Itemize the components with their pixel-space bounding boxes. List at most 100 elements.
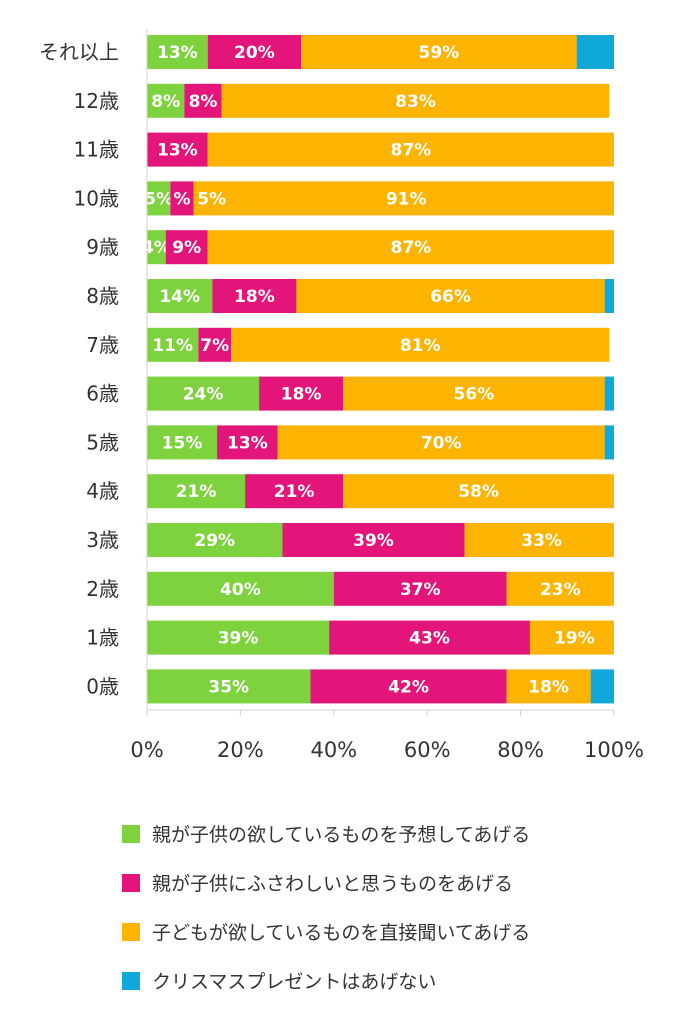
data-label: 5% [197, 189, 226, 209]
data-label: 13% [157, 43, 198, 63]
legend-swatch [122, 874, 140, 892]
data-label: 43% [409, 629, 450, 649]
category-axis: それ以上 12歳 11歳 10歳 9歳 8歳 7歳 6歳 5歳 4歳 3歳 2歳 1歳 0歳 [39, 40, 119, 698]
bar-segment [147, 571, 334, 606]
data-label: 21% [176, 482, 217, 502]
data-label: 11% [152, 336, 193, 356]
data-label: 23% [540, 580, 581, 600]
data-label: 37% [400, 580, 441, 600]
data-label: 21% [274, 482, 315, 502]
bar-segment [147, 35, 208, 69]
bar-segment [147, 523, 283, 557]
x-tick-label: 40% [310, 738, 357, 762]
category-label: 8歳 [86, 284, 119, 308]
bar-segment [147, 83, 185, 118]
category-label: 9歳 [86, 235, 119, 259]
data-label: 35% [208, 677, 249, 697]
legend-label: 親が子供の欲しているものを予想してあげる [152, 824, 530, 846]
bar-segment [147, 181, 171, 216]
bar-segment [147, 132, 208, 167]
data-label: 81% [400, 336, 441, 356]
data-label: 58% [458, 482, 499, 502]
data-label: 18% [281, 385, 322, 405]
bar-segment [147, 425, 218, 460]
category-label: 4歳 [86, 479, 119, 503]
bar-segment [207, 230, 614, 265]
data-label: 14% [159, 287, 200, 307]
bar-segment [343, 474, 614, 509]
data-label: 13% [157, 141, 198, 161]
category-label: 2歳 [86, 577, 119, 601]
bar-segment [147, 376, 260, 411]
data-label: 7% [200, 336, 229, 356]
category-label: 10歳 [74, 186, 119, 210]
bar-segment [329, 620, 530, 655]
bar-segment [296, 279, 605, 313]
bar-segment [245, 474, 344, 509]
category-label: 0歳 [86, 674, 119, 698]
bar-segment [198, 327, 232, 362]
data-label: 56% [454, 385, 495, 405]
x-axis: 0% 20% 40% 60% 80% 100% [130, 29, 644, 762]
data-label: 33% [521, 531, 562, 551]
data-label: 83% [395, 92, 436, 112]
bar-segment [170, 181, 194, 216]
data-label: 66% [430, 287, 471, 307]
data-label: 8% [189, 92, 218, 112]
category-label: 5歳 [86, 430, 119, 454]
data-label: 19% [554, 629, 595, 649]
legend: 親が子供の欲しているものを予想してあげる親が子供にふさわしいと思うものをあげる子… [122, 824, 530, 993]
bars-layer: 13% 20% 59% 8% 8% 83% 13% 87% 5%% 91% 5% 4% 9% 87% 14%… [142, 35, 614, 704]
category-label: 6歳 [86, 382, 119, 406]
bar-segment [193, 181, 614, 216]
category-label: 11歳 [74, 138, 119, 162]
bar-segment [207, 35, 302, 69]
bar-segment [590, 669, 614, 704]
x-tick-label: 80% [497, 738, 544, 762]
bar-segment [259, 376, 344, 411]
bar-segment [147, 327, 199, 362]
legend-label: クリスマスプレゼントはあげない [152, 971, 436, 993]
bar-segment [301, 35, 577, 69]
legend-swatch [122, 825, 140, 843]
data-label: 5% [144, 189, 173, 209]
bar-segment [506, 669, 591, 704]
data-label: 39% [218, 629, 259, 649]
bar-segment [333, 571, 507, 606]
data-label: 9% [172, 238, 201, 258]
data-label: 4% [142, 238, 171, 258]
bar-segment [464, 523, 614, 557]
bar-segment [147, 230, 166, 265]
bar-segment [231, 327, 610, 362]
x-tick-label: 0% [130, 738, 163, 762]
data-label: 59% [419, 43, 460, 63]
bar-segment [147, 620, 330, 655]
data-label: 87% [391, 141, 432, 161]
category-label: 3歳 [86, 528, 119, 552]
category-label: それ以上 [39, 40, 119, 64]
legend-swatch [122, 923, 140, 941]
bar-segment [217, 425, 278, 460]
data-label: 13% [227, 433, 268, 453]
bar-segment [147, 279, 213, 313]
bar-segment [576, 35, 614, 69]
bar-segment [282, 523, 465, 557]
x-tick-label: 60% [404, 738, 451, 762]
x-tick-label: 100% [584, 738, 644, 762]
data-label: 87% [391, 238, 432, 258]
data-label: 29% [194, 531, 235, 551]
data-label: 18% [528, 677, 569, 697]
x-tick-label: 20% [217, 738, 264, 762]
data-label: 91% [386, 189, 427, 209]
bar-segment [221, 83, 610, 118]
data-label: 70% [421, 433, 462, 453]
legend-swatch [122, 972, 140, 990]
bar-segment [277, 425, 605, 460]
legend-label: 子どもが欲しているものを直接聞いてあげる [152, 922, 530, 944]
data-label: % [174, 189, 191, 209]
data-label: 40% [220, 580, 261, 600]
bar-segment [506, 571, 614, 606]
bar-segment [147, 474, 246, 509]
category-label: 12歳 [74, 89, 119, 113]
